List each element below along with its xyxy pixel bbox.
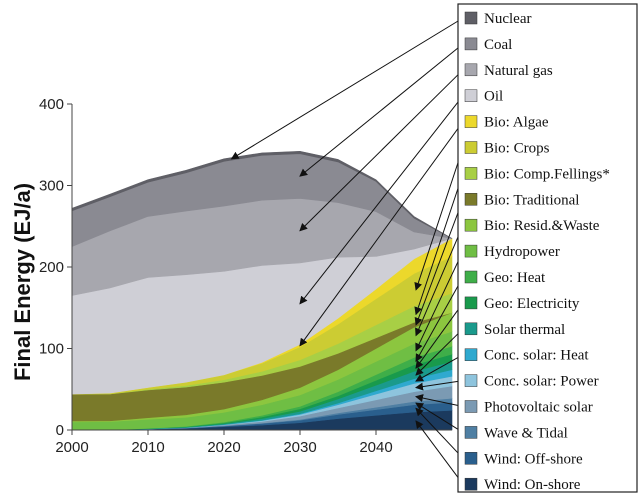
- legend-arrow-natural-gas: [299, 69, 464, 232]
- legend-label-bio-resid-waste: Bio: Resid.&Waste: [484, 218, 600, 234]
- legend-label-hydropower: Hydropower: [484, 244, 560, 260]
- legend-label-wave-tidal: Wave & Tidal: [484, 425, 568, 441]
- legend-swatch-natural-gas: [464, 63, 478, 77]
- y-ticks: 0 100 200 300 400: [39, 96, 72, 439]
- legend-label-wind-on-shore: Wind: On-shore: [484, 477, 581, 493]
- legend-arrow-wind-off-shore: [415, 407, 464, 459]
- legend-swatch-oil: [464, 89, 478, 102]
- legend-label-bio-comp-fellings: Bio: Comp.Fellings*: [484, 166, 610, 182]
- plot-areas: [71, 150, 453, 431]
- legend-arrow-oil: [299, 95, 464, 305]
- legend-swatch-conc-solar-power: [464, 374, 478, 387]
- y-axis-label: Final Energy (EJ/a): [10, 183, 35, 381]
- legend-swatch-photovoltaic-solar: [464, 400, 478, 413]
- legend-arrow-bio-comp-fellings: [414, 173, 464, 316]
- legend-label-bio-traditional: Bio: Traditional: [484, 192, 579, 208]
- legend: Nuclear Coal Natural gas Oil Bio: Algae Bio: …: [464, 11, 610, 493]
- legend-arrow-conc-solar-heat: [415, 354, 464, 382]
- legend-arrow-wave-tidal: [415, 402, 464, 433]
- legend-swatch-wind-off-shore: [464, 452, 478, 465]
- x-tick-label: 2040: [359, 439, 392, 456]
- legend-label-conc-solar-heat: Conc. solar: Heat: [484, 348, 589, 364]
- x-tick-label: 2030: [283, 439, 316, 456]
- legend-swatch-wind-on-shore: [464, 477, 478, 491]
- legend-arrow-hydropower: [415, 250, 464, 352]
- legend-swatch-bio-comp-fellings: [464, 167, 478, 180]
- legend-arrow-geo-electricity: [415, 302, 464, 369]
- legend-label-solar-thermal: Solar thermal: [484, 322, 565, 338]
- x-tick-label: 2010: [131, 439, 164, 456]
- legend-label-conc-solar-power: Conc. solar: Power: [484, 374, 599, 390]
- y-tick-label: 100: [39, 341, 64, 358]
- legend-arrow-nuclear: [230, 17, 464, 160]
- y-tick-label: 0: [56, 422, 64, 439]
- legend-swatch-wave-tidal: [464, 426, 478, 439]
- legend-arrow-conc-solar-power: [415, 380, 464, 391]
- legend-label-bio-algae: Bio: Algae: [484, 115, 549, 131]
- legend-box: [457, 3, 638, 493]
- area-nuclear: [71, 150, 453, 239]
- x-tick-label: 2000: [55, 439, 88, 456]
- legend-swatch-nuclear: [464, 11, 478, 25]
- legend-label-coal: Coal: [484, 37, 512, 53]
- legend-arrow-wind-on-shore: [415, 420, 464, 485]
- legend-label-nuclear: Nuclear: [484, 11, 531, 27]
- legend-arrow-coal: [299, 43, 464, 177]
- x-tick-label: 2020: [207, 439, 240, 456]
- y-tick-label: 200: [39, 259, 64, 276]
- legend-swatch-geo-heat: [464, 270, 478, 284]
- legend-swatch-bio-algae: [464, 115, 478, 128]
- legend-label-bio-crops: Bio: Crops: [484, 141, 550, 157]
- legend-arrows: [230, 17, 464, 485]
- legend-label-wind-off-shore: Wind: Off-shore: [484, 451, 583, 467]
- legend-arrow-bio-crops: [414, 147, 464, 291]
- y-tick-label: 400: [39, 96, 64, 113]
- legend-arrow-solar-thermal: [415, 328, 464, 376]
- legend-swatch-coal: [464, 37, 478, 51]
- legend-arrow-bio-algae: [299, 121, 464, 347]
- legend-arrow-geo-heat: [415, 276, 464, 363]
- legend-label-natural-gas: Natural gas: [484, 63, 553, 79]
- legend-label-photovoltaic-solar: Photovoltaic solar: [484, 400, 593, 416]
- legend-swatch-solar-thermal: [464, 322, 478, 336]
- y-tick-label: 300: [39, 178, 64, 195]
- legend-swatch-conc-solar-heat: [464, 348, 478, 361]
- legend-swatch-bio-crops: [464, 141, 478, 154]
- x-ticks: 2000 2010 2020 2030 2040: [55, 430, 393, 456]
- legend-swatch-bio-traditional: [464, 193, 478, 206]
- legend-arrow-bio-resid-waste: [415, 225, 464, 337]
- legend-label-geo-electricity: Geo: Electricity: [484, 296, 580, 312]
- legend-swatch-geo-electricity: [464, 296, 478, 310]
- legend-swatch-bio-resid-waste: [464, 218, 478, 232]
- legend-label-geo-heat: Geo: Heat: [484, 270, 546, 286]
- legend-label-oil: Oil: [484, 89, 503, 105]
- legend-arrow-photovoltaic-solar: [415, 394, 464, 407]
- legend-swatch-hydropower: [464, 244, 478, 258]
- legend-arrow-bio-traditional: [414, 199, 464, 326]
